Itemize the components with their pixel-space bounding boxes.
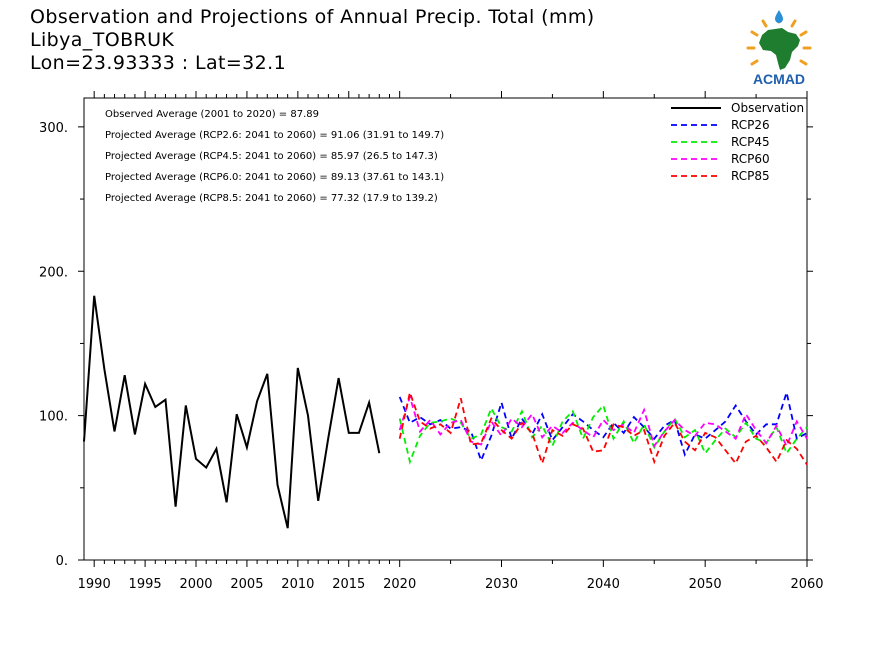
series-line-rcp45 (398, 403, 808, 465)
logo-africa-icon (759, 28, 800, 70)
x-tick-label: 2030 (485, 577, 518, 592)
x-tick-label: 1990 (78, 577, 111, 592)
legend-label-rcp85: RCP85 (731, 169, 770, 183)
x-tick-label: 1995 (129, 577, 162, 592)
plot-frame (83, 97, 808, 561)
series-line-observation (83, 295, 381, 529)
legend-label-rcp26: RCP26 (731, 118, 770, 132)
x-tick-label: 2040 (587, 577, 620, 592)
x-tick-label: 2000 (179, 577, 212, 592)
average-annotation: Projected Average (RCP2.6: 2041 to 2060)… (105, 130, 444, 141)
series-line-rcp85 (398, 389, 808, 467)
y-tick-label: 200. (39, 265, 68, 280)
station-coordinates: Lon=23.93333 : Lat=32.1 (30, 52, 287, 74)
legend-label-rcp45: RCP45 (731, 135, 770, 149)
average-annotation: Projected Average (RCP4.5: 2041 to 2060)… (105, 151, 438, 162)
legend-label-observation: Observation (731, 101, 804, 115)
logo-text: ACMAD (753, 71, 805, 86)
series-line-rcp60 (398, 393, 808, 449)
x-tick-label: 2060 (790, 577, 823, 592)
x-tick-label: 2005 (230, 577, 263, 592)
y-tick-label: 100. (39, 410, 68, 425)
chart-title: Observation and Projections of Annual Pr… (30, 6, 595, 28)
x-tick-label: 2050 (689, 577, 722, 592)
acmad-logo: ACMAD (746, 10, 812, 86)
average-annotation: Observed Average (2001 to 2020) = 87.89 (105, 109, 319, 120)
x-tick-label: 2020 (383, 577, 416, 592)
y-tick-label: 0. (56, 554, 68, 569)
series-line-rcp26 (398, 389, 808, 463)
average-annotation: Projected Average (RCP8.5: 2041 to 2060)… (105, 193, 438, 204)
station-name: Libya_TOBRUK (30, 29, 175, 51)
legend-label-rcp60: RCP60 (731, 152, 770, 166)
chart-header: Observation and Projections of Annual Pr… (30, 6, 595, 75)
x-tick-label: 2015 (332, 577, 365, 592)
y-tick-label: 300. (39, 121, 68, 136)
average-annotation: Projected Average (RCP6.0: 2041 to 2060)… (105, 172, 444, 183)
x-tick-label: 2010 (281, 577, 314, 592)
logo-drop-icon (775, 10, 783, 23)
